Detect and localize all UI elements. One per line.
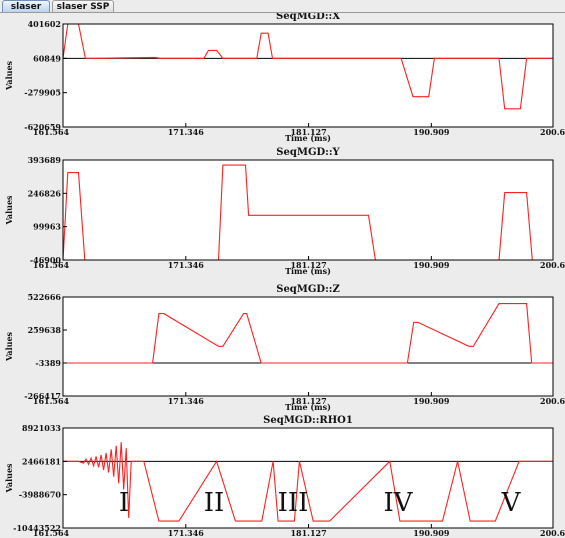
y-tick-label: 259638 bbox=[28, 325, 62, 335]
x-tick-label: 171.346 bbox=[168, 260, 205, 270]
x-tick-label: 200.6 bbox=[540, 260, 565, 270]
x-axis-label: Time (ms) bbox=[285, 266, 331, 276]
annotation-label: II bbox=[204, 488, 225, 518]
x-tick-label: 161.564 bbox=[33, 260, 70, 270]
annotation-label: III bbox=[278, 488, 309, 518]
y-tick-label: -620659 bbox=[24, 122, 61, 132]
y-tick-label: 2466181 bbox=[22, 456, 61, 466]
x-tick-label: 190.909 bbox=[413, 396, 450, 406]
plot-frame bbox=[62, 23, 554, 128]
y-axis-label: Values bbox=[4, 463, 14, 494]
series-line bbox=[63, 442, 553, 522]
annotation-label: I bbox=[119, 488, 129, 518]
x-tick-label: 200.6 bbox=[540, 127, 565, 137]
plot-frame bbox=[62, 427, 554, 529]
x-axis-label: Time (ms) bbox=[285, 402, 331, 412]
x-axis-label: Time (ms) bbox=[285, 133, 331, 143]
y-tick-label: 60849 bbox=[33, 53, 61, 63]
y-axis-label: Values bbox=[4, 195, 14, 226]
annotation-label: IV bbox=[383, 488, 413, 518]
x-tick-label: 171.346 bbox=[168, 528, 205, 538]
y-tick-label: -3389 bbox=[35, 358, 61, 368]
tab-slaser[interactable]: slaser bbox=[2, 0, 50, 12]
y-axis-label: Values bbox=[4, 60, 14, 91]
x-tick-label: 181.127 bbox=[290, 528, 326, 538]
y-tick-label: 246826 bbox=[28, 188, 62, 198]
tab-bar: slaser slaser SSP bbox=[0, 0, 565, 13]
chart-title: SeqMGD::X bbox=[276, 13, 340, 22]
series-line bbox=[62, 23, 553, 110]
plot-area bbox=[63, 24, 553, 127]
x-tick-label: 190.909 bbox=[413, 127, 450, 137]
tab-divider bbox=[0, 12, 565, 13]
y-tick-label: 8921033 bbox=[22, 423, 61, 433]
chart-title: SeqMGD::Z bbox=[276, 284, 340, 295]
x-tick-label: 200.6 bbox=[540, 396, 565, 406]
plot-area bbox=[63, 297, 553, 396]
y-tick-label: -266417 bbox=[24, 391, 61, 401]
y-tick-label: -3988670 bbox=[19, 490, 62, 500]
series-line bbox=[63, 303, 553, 364]
x-tick-label: 190.909 bbox=[413, 528, 450, 538]
y-tick-label: -279905 bbox=[24, 88, 61, 98]
x-tick-label: 161.564 bbox=[33, 528, 70, 538]
x-tick-label: 161.564 bbox=[33, 396, 70, 406]
y-tick-label: 393689 bbox=[28, 155, 62, 165]
x-tick-label: 190.909 bbox=[413, 260, 450, 270]
y-tick-label: 99963 bbox=[33, 222, 61, 232]
y-tick-label: -10443522 bbox=[13, 523, 61, 533]
y-tick-label: -46900 bbox=[30, 255, 62, 265]
x-tick-label: 171.346 bbox=[168, 396, 205, 406]
y-axis-label: Values bbox=[4, 331, 14, 362]
plot-area bbox=[63, 428, 553, 528]
plot-area bbox=[63, 160, 553, 260]
plot-frame bbox=[62, 296, 554, 397]
y-tick-label: 401602 bbox=[28, 19, 61, 29]
x-tick-label: 181.127 bbox=[290, 396, 326, 406]
x-tick-label: 181.127 bbox=[290, 127, 326, 137]
annotation-label: V bbox=[501, 488, 522, 518]
plot-frame bbox=[62, 159, 554, 261]
chart-title: SeqMGD::RHO1 bbox=[263, 415, 353, 426]
series-line bbox=[62, 164, 553, 261]
x-tick-label: 161.564 bbox=[33, 127, 70, 137]
x-tick-label: 200.6 bbox=[540, 528, 565, 538]
x-tick-label: 171.346 bbox=[168, 127, 205, 137]
x-tick-label: 181.127 bbox=[290, 260, 326, 270]
y-tick-label: 522666 bbox=[28, 292, 62, 302]
chart-title: SeqMGD::Y bbox=[276, 147, 340, 158]
tab-slaser-ssp[interactable]: slaser SSP bbox=[52, 0, 114, 12]
